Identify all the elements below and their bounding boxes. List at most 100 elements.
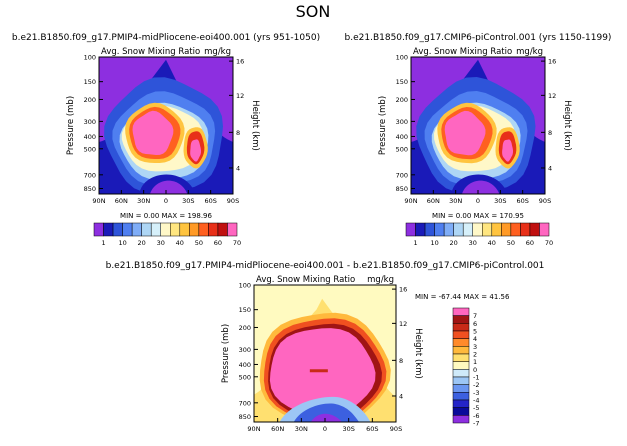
y-tick-label: 300 — [396, 118, 408, 126]
colorbar-swatch — [93, 222, 104, 237]
colorbar-label: 3 — [473, 343, 477, 351]
colorbar-swatch — [452, 315, 470, 324]
y-axis-label: Pressure (mb) — [221, 324, 231, 383]
colorbar-swatch — [189, 222, 200, 237]
colorbar-swatch — [405, 222, 416, 237]
x-tick-label: 30S — [182, 197, 194, 205]
colorbar-2: 1 10 20 30 40 50 60 70 — [405, 222, 553, 247]
x-tick-label: 60N — [115, 197, 128, 205]
y-tick-label: 500 — [396, 145, 408, 153]
panel-subtitle: Avg. Snow Mixing Ratio — [256, 275, 355, 285]
diff-spot-positive — [309, 369, 328, 373]
x-tick-label: 0 — [164, 197, 168, 205]
x-tick-label: 90N — [92, 197, 105, 205]
colorbar-swatch — [452, 353, 470, 362]
y-tick-label: 850 — [239, 413, 251, 421]
panel-title: b.e21.B1850.f09_g17.CMIP6-piControl.001 … — [345, 33, 612, 43]
colorbar-swatch — [452, 323, 470, 332]
panel-stats-3: MIN = -67.44 MAX = 41.56 — [415, 293, 510, 301]
panel-stats-1: MIN = 0.00 MAX = 198.96 — [120, 212, 212, 220]
x-tick-label: 90N — [247, 425, 260, 433]
colorbar-swatch — [462, 222, 473, 237]
colorbar-swatch — [150, 222, 161, 237]
colorbar-swatch — [539, 222, 550, 237]
colorbar-swatch — [453, 222, 464, 237]
y-tick-label: 200 — [239, 324, 251, 332]
colorbar-label: -1 — [473, 374, 479, 382]
colorbar-swatch — [452, 384, 470, 393]
y-right-tick-label: 8 — [548, 129, 552, 137]
colorbar-swatch — [217, 222, 228, 237]
y-tick-label: 850 — [396, 185, 408, 193]
contour-level-70-south — [502, 139, 513, 162]
contour-field — [254, 285, 396, 422]
colorbar-label: 60 — [526, 239, 534, 247]
colorbar-swatch — [170, 222, 181, 237]
contour-level-70 — [132, 110, 174, 155]
colorbar-label: 5 — [473, 328, 477, 336]
y-right-tick-label: 12 — [236, 92, 244, 100]
x-tick-label: 0 — [476, 197, 480, 205]
contour-field — [411, 57, 545, 194]
panel-units: mg/kg — [516, 47, 543, 57]
colorbar-swatch — [452, 307, 470, 316]
colorbar-swatch — [452, 392, 470, 401]
y-tick-label: 500 — [239, 373, 251, 381]
y-tick-label: 150 — [239, 306, 251, 314]
colorbar-label: -2 — [473, 381, 479, 389]
colorbar-label: 6 — [473, 320, 477, 328]
colorbar-swatch — [510, 222, 521, 237]
colorbar-label: 20 — [138, 239, 146, 247]
chart-panel-3: b.e21.B1850.f09_g17.PMIP4-midPliocene-eo… — [106, 261, 545, 433]
colorbar-swatch — [160, 222, 171, 237]
x-tick-label: 90S — [390, 425, 402, 433]
panel-subtitle: Avg. Snow Mixing Ratio — [413, 47, 512, 57]
colorbar-label: 0 — [473, 366, 477, 374]
x-tick-label: 60N — [271, 425, 284, 433]
panel-title: b.e21.B1850.f09_g17.PMIP4-midPliocene-eo… — [106, 261, 545, 271]
colorbar-label: -4 — [473, 397, 479, 405]
y-right-tick-label: 4 — [399, 392, 403, 400]
y-right-tick-label: 4 — [236, 164, 240, 172]
y-right-tick-label: 12 — [548, 92, 556, 100]
colorbar-swatch — [122, 222, 133, 237]
colorbar-swatch — [452, 346, 470, 355]
colorbar-label: -7 — [473, 420, 479, 428]
x-tick-label: 60S — [516, 197, 528, 205]
contour-level-70 — [444, 110, 486, 156]
colorbar-swatch — [491, 222, 502, 237]
y-axis-label-right: Height (km) — [562, 100, 572, 151]
y-tick-label: 200 — [396, 96, 408, 104]
x-tick-label: 30S — [342, 425, 354, 433]
y-axis-label-right: Height (km) — [413, 328, 423, 379]
colorbar-swatch — [452, 369, 470, 378]
colorbar-swatch — [227, 222, 238, 237]
y-tick-label: 700 — [396, 171, 408, 179]
contour-surface-min — [461, 180, 500, 194]
colorbar-swatch — [472, 222, 483, 237]
colorbar-swatch — [103, 222, 114, 237]
x-tick-label: 30N — [137, 197, 150, 205]
colorbar-swatch — [141, 222, 152, 237]
colorbar-swatch — [434, 222, 445, 237]
y-right-tick-label: 8 — [399, 357, 403, 365]
colorbar-swatch — [452, 330, 470, 339]
colorbar-label: 50 — [195, 239, 203, 247]
y-tick-label: 700 — [84, 171, 96, 179]
panel-units: mg/kg — [367, 275, 394, 285]
colorbar-swatch — [452, 376, 470, 385]
x-tick-label: 90N — [404, 197, 417, 205]
y-tick-label: 200 — [84, 96, 96, 104]
x-tick-label: 90S — [539, 197, 551, 205]
colorbar-label: -3 — [473, 389, 479, 397]
y-right-tick-label: 4 — [548, 164, 552, 172]
panel-title: b.e21.B1850.f09_g17.PMIP4-midPliocene-eo… — [12, 33, 320, 43]
colorbar-swatch — [131, 222, 142, 237]
colorbar-label: 1 — [473, 358, 477, 366]
colorbar-label: 7 — [473, 312, 477, 320]
y-tick-label: 400 — [239, 361, 251, 369]
colorbar-label: 40 — [176, 239, 184, 247]
y-tick-label: 100 — [239, 282, 251, 290]
colorbar-label: -5 — [473, 404, 479, 412]
colorbar-swatch — [198, 222, 209, 237]
